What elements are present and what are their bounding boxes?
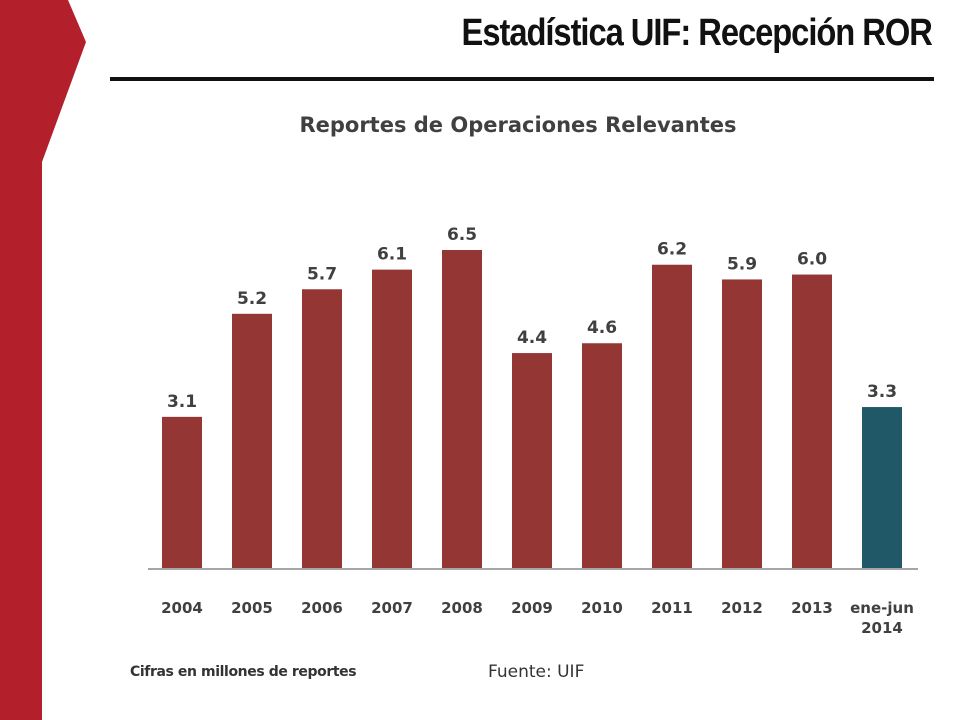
x-tick-label: 2007 [371,599,413,617]
bar-2009 [512,353,552,569]
x-tick-label: 2005 [231,599,273,617]
data-label: 6.5 [447,225,477,245]
data-label: 3.1 [167,392,197,412]
bar-2010 [582,343,622,569]
bar-2004 [162,416,202,569]
data-label: 6.1 [377,245,407,265]
data-label: 3.3 [867,382,897,402]
data-label: 6.2 [657,240,687,260]
slide-title: Estadística UIF: Recepción ROR [461,12,933,54]
x-tick-label: 2004 [161,599,203,617]
data-label: 5.9 [727,254,757,274]
x-tick-label: 2011 [651,599,693,617]
x-tick-label: 2012 [721,599,763,617]
bar-ene-jun-2014 [862,407,902,569]
data-label: 5.7 [307,264,337,284]
data-label: 5.2 [237,289,267,309]
bar-chart: Reportes de Operaciones Relevantes 3.1 20… [148,113,918,637]
bars-layer [162,250,902,569]
x-tick-label: 2008 [441,599,483,617]
bar-2007 [372,269,412,569]
x-tick-label: ene-jun 2014 [850,599,914,637]
x-tick-label: 2009 [511,599,553,617]
bar-2006 [302,289,342,569]
x-tick-label: 2006 [301,599,343,617]
title-divider [110,77,934,81]
bar-2012 [722,279,762,569]
chart-note: Cifras en millones de reportes [130,664,357,680]
chart-source: Fuente: UIF [488,662,585,682]
bar-2008 [442,250,482,569]
data-label: 6.0 [797,250,827,270]
bar-2013 [792,274,832,569]
data-label: 4.4 [517,328,547,348]
x-tick-label: 2010 [581,599,623,617]
bar-2011 [652,264,692,569]
chart-title: Reportes de Operaciones Relevantes [299,113,736,137]
data-label: 4.6 [587,318,617,338]
labels-layer: 3.1 2004 5.2 2005 5.7 2006 6.1 2007 6.5 2008 4.4 20… [161,225,914,637]
x-tick-label: 2013 [791,599,833,617]
bar-2005 [232,313,272,569]
